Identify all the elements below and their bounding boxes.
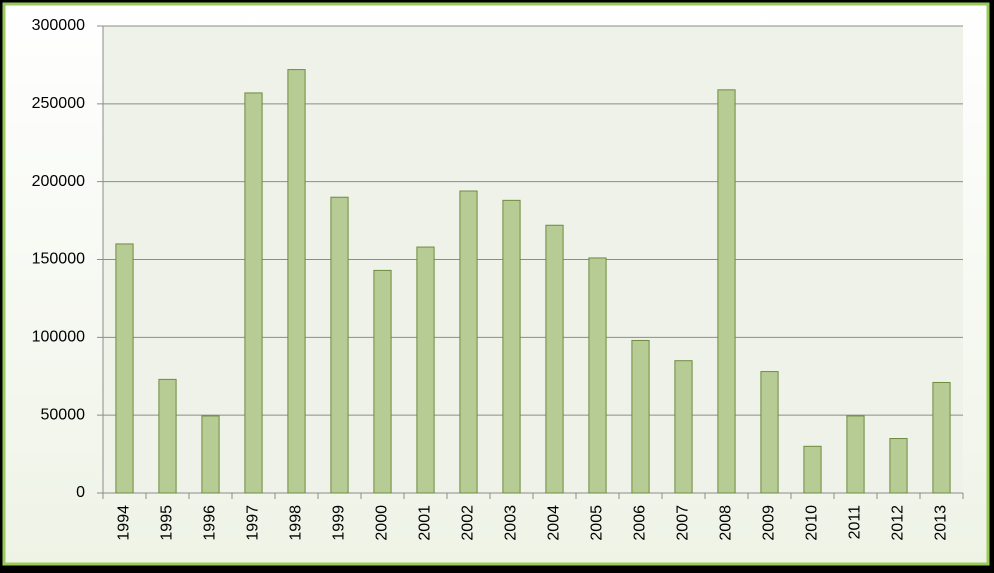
x-tick-label: 2003 <box>503 505 520 541</box>
x-tick-label: 2009 <box>761 505 778 541</box>
bar <box>588 257 607 494</box>
bar <box>889 438 908 494</box>
bar <box>502 199 521 494</box>
bar <box>158 378 177 494</box>
bar <box>760 371 779 494</box>
y-tick-label: 200000 <box>32 173 85 190</box>
bar <box>201 415 220 494</box>
x-tick-label: 1995 <box>159 505 176 541</box>
y-tick-label: 50000 <box>41 406 86 423</box>
bar <box>115 243 134 494</box>
x-tick-label: 2012 <box>890 505 907 541</box>
x-tick-label: 2013 <box>933 505 950 541</box>
x-tick-label: 2002 <box>460 505 477 541</box>
y-tick-label: 100000 <box>32 329 85 346</box>
bar <box>330 196 349 494</box>
bar <box>416 246 435 494</box>
bar <box>846 415 865 494</box>
y-tick-label: 250000 <box>32 95 85 112</box>
y-tick-label: 0 <box>76 484 85 501</box>
bar <box>674 360 693 494</box>
x-tick-label: 2008 <box>718 505 735 541</box>
x-tick-label: 1998 <box>288 505 305 541</box>
x-tick-label: 2001 <box>417 505 434 541</box>
x-tick-label: 2010 <box>804 505 821 541</box>
y-tick-label: 150000 <box>32 251 85 268</box>
bar <box>803 445 822 494</box>
bar <box>631 339 650 494</box>
y-tick-label: 300000 <box>32 17 85 34</box>
bar <box>932 381 951 494</box>
bar <box>287 69 306 494</box>
bar <box>244 92 263 494</box>
x-tick-label: 2004 <box>546 505 563 541</box>
bar <box>717 89 736 494</box>
bar <box>373 269 392 494</box>
x-tick-label: 1999 <box>331 505 348 541</box>
x-tick-label: 1997 <box>245 505 262 541</box>
x-tick-label: 2007 <box>675 505 692 541</box>
x-tick-label: 2005 <box>589 505 606 541</box>
x-tick-label: 2011 <box>847 505 864 540</box>
x-tick-label: 1996 <box>202 505 219 541</box>
x-tick-label: 1994 <box>116 505 133 541</box>
bar <box>459 190 478 494</box>
bar <box>545 224 564 494</box>
x-tick-label: 2000 <box>374 505 391 541</box>
x-tick-label: 2006 <box>632 505 649 541</box>
